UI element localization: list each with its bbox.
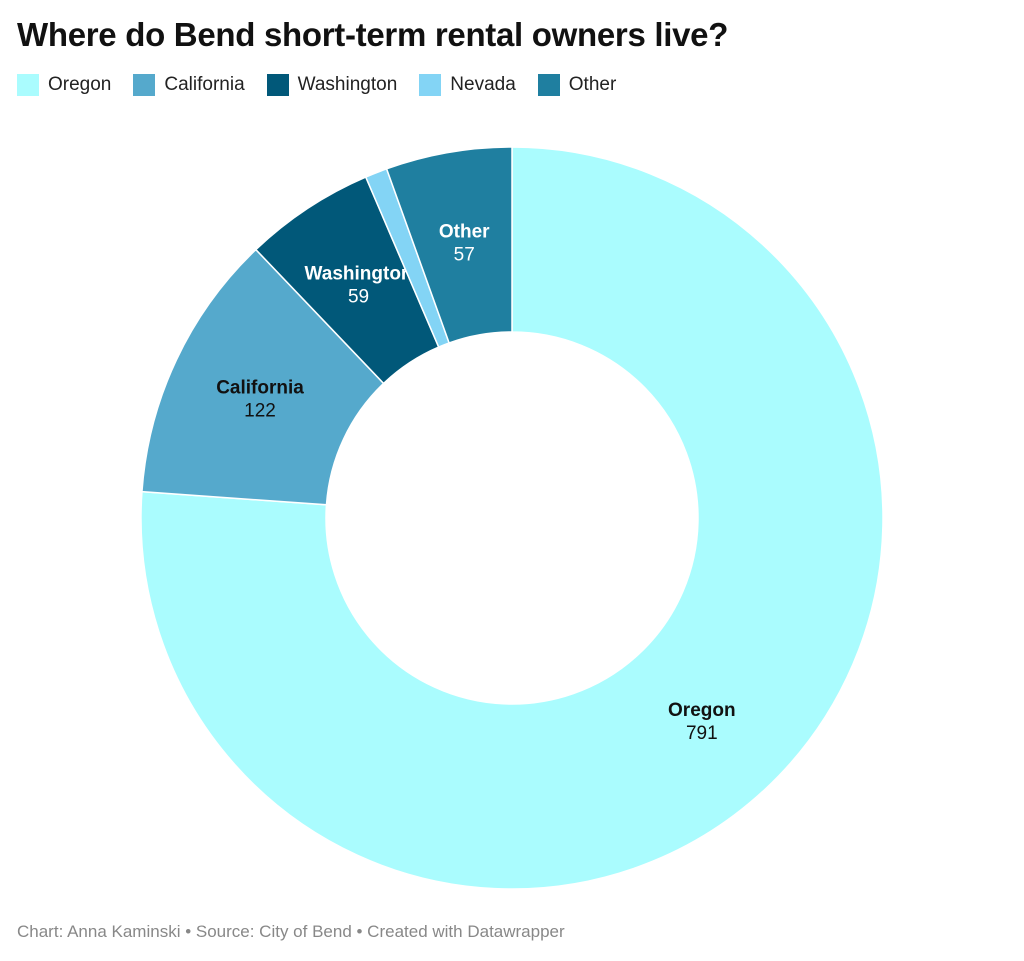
legend-label: Washington (297, 74, 398, 95)
footer: Chart: Anna Kaminski • Source: City of B… (17, 922, 565, 941)
legend-item: Oregon (17, 74, 111, 96)
chart-title: Where do Bend short-term rental owners l… (17, 16, 729, 53)
slice-label: California (216, 377, 304, 398)
legend-item: Washington (266, 74, 398, 96)
legend-label: Other (568, 74, 617, 95)
legend-swatch (266, 74, 289, 96)
donut-slice (141, 248, 385, 506)
donut-slice (140, 146, 884, 890)
legend-item: California (133, 74, 245, 96)
slice-value: 57 (454, 245, 475, 266)
donut-slice (385, 146, 513, 344)
legend: Oregon California Washington Nevada Other (17, 74, 616, 96)
legend-swatch (17, 74, 39, 96)
legend-swatch (133, 74, 156, 96)
legend-swatch (537, 74, 560, 96)
slice-label: Other (439, 222, 490, 243)
legend-swatch (419, 74, 442, 96)
slice-label: Washington (305, 264, 413, 285)
slice-value: 791 (686, 723, 718, 744)
slice-value: 59 (348, 287, 369, 308)
legend-label: Nevada (450, 74, 516, 95)
legend-label: California (164, 74, 245, 95)
legend-label: Oregon (48, 74, 112, 95)
legend-item: Nevada (419, 74, 516, 96)
slice-value: 122 (244, 400, 276, 421)
legend-item: Other (537, 74, 617, 96)
slice-label: Oregon (668, 700, 736, 721)
